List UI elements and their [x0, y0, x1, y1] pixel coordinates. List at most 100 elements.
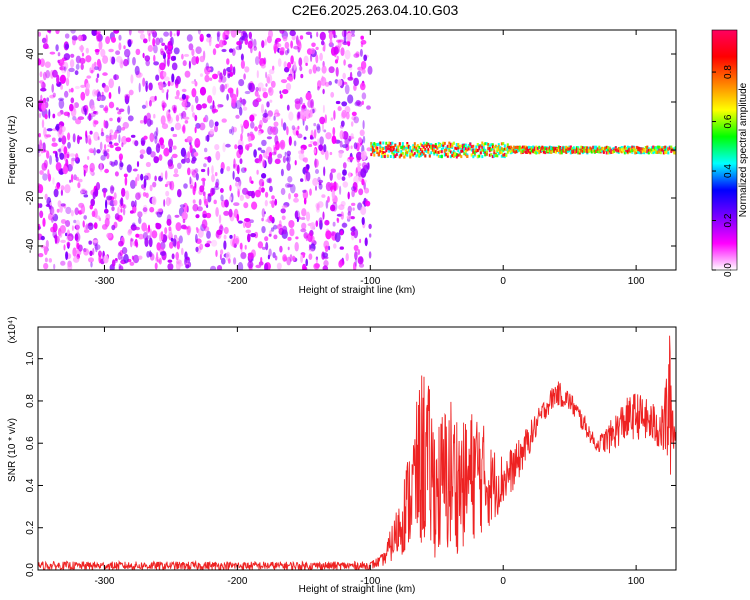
noise-blob: [155, 143, 161, 154]
noise-blob: [348, 171, 351, 179]
noise-blob: [265, 242, 269, 251]
signal-cell: [550, 147, 553, 151]
colorbar-tick-label: 0.2: [723, 213, 734, 227]
noise-blob: [222, 68, 227, 77]
noise-blob: [63, 90, 69, 98]
noise-blob: [315, 185, 317, 191]
noise-blob: [99, 141, 103, 151]
noise-blob: [290, 40, 293, 49]
noise-blob: [341, 109, 347, 119]
noise-blob: [328, 66, 335, 74]
noise-blob: [268, 86, 274, 96]
signal-cell: [472, 148, 475, 152]
noise-blob: [260, 256, 263, 263]
noise-blob: [38, 112, 42, 119]
signal-cell: [538, 145, 541, 149]
noise-blob: [184, 70, 191, 78]
noise-blob: [268, 248, 272, 257]
noise-blob: [342, 169, 347, 176]
noise-blob: [166, 218, 172, 226]
noise-blob: [132, 56, 136, 66]
noise-blob: [249, 114, 255, 122]
noise-blob: [199, 243, 204, 250]
signal-cell: [545, 150, 548, 154]
noise-blob: [135, 48, 141, 56]
signal-cell: [466, 148, 469, 152]
noise-blob: [109, 185, 115, 194]
noise-blob: [172, 238, 177, 247]
signal-cell: [437, 154, 440, 158]
noise-blob: [43, 127, 47, 137]
noise-blob: [323, 166, 326, 177]
noise-blob: [201, 177, 206, 182]
signal-cell: [482, 151, 485, 154]
signal-cell: [652, 148, 655, 152]
signal-cell: [428, 144, 431, 148]
noise-blob: [219, 83, 226, 93]
noise-blob: [116, 107, 119, 111]
signal-cell: [479, 149, 482, 152]
signal-cell: [601, 147, 604, 151]
noise-blob: [315, 46, 319, 51]
noise-blob: [153, 30, 156, 33]
noise-blob: [151, 230, 158, 239]
noise-blob: [174, 122, 182, 131]
noise-blob: [220, 188, 224, 193]
noise-blob: [240, 251, 247, 259]
noise-blob: [334, 79, 339, 84]
noise-blob: [85, 47, 90, 54]
signal-cell: [553, 148, 556, 152]
noise-blob: [193, 152, 199, 157]
signal-cell: [386, 144, 389, 148]
noise-blob: [236, 41, 242, 46]
noise-blob: [143, 178, 147, 189]
noise-blob: [195, 46, 202, 54]
y-tick-label: -40: [25, 238, 36, 253]
noise-blob: [176, 240, 180, 250]
noise-blob: [75, 176, 80, 181]
noise-blob: [166, 109, 171, 119]
signal-cell: [644, 146, 647, 149]
noise-blob: [139, 149, 146, 155]
noise-blob: [356, 151, 363, 161]
signal-cell: [665, 146, 668, 150]
noise-blob: [262, 159, 266, 168]
noise-blob: [155, 127, 159, 137]
noise-blob: [72, 247, 77, 257]
noise-blob: [183, 151, 187, 161]
signal-cell: [406, 153, 409, 157]
signal-cell: [554, 150, 557, 154]
noise-blob: [143, 38, 148, 44]
noise-blob: [123, 173, 128, 178]
signal-cell: [532, 149, 535, 152]
noise-blob: [267, 155, 273, 165]
signal-cell: [512, 145, 515, 149]
noise-blob: [52, 92, 56, 98]
noise-blob: [120, 256, 125, 261]
signal-cell: [595, 149, 598, 153]
noise-blob: [38, 226, 42, 230]
y-tick-label: 0.0: [25, 563, 36, 577]
noise-blob: [233, 202, 240, 207]
noise-blob: [75, 235, 79, 241]
noise-blob: [201, 219, 208, 229]
signal-cell: [508, 146, 511, 149]
signal-cell: [545, 147, 548, 151]
noise-blob: [251, 201, 258, 210]
signal-cell: [436, 146, 439, 150]
signal-cell: [485, 152, 488, 156]
noise-blob: [44, 257, 48, 263]
noise-blob: [129, 261, 135, 266]
noise-blob: [214, 121, 219, 127]
signal-cell: [548, 149, 551, 153]
signal-cell: [383, 146, 386, 150]
noise-blob: [56, 74, 60, 85]
noise-blob: [221, 257, 226, 265]
noise-blob: [345, 111, 350, 120]
noise-blob: [134, 238, 138, 247]
snr-series: [38, 335, 676, 570]
signal-cell: [640, 150, 643, 154]
noise-blob: [287, 176, 293, 183]
signal-cell: [650, 150, 653, 154]
noise-blob: [121, 142, 124, 148]
